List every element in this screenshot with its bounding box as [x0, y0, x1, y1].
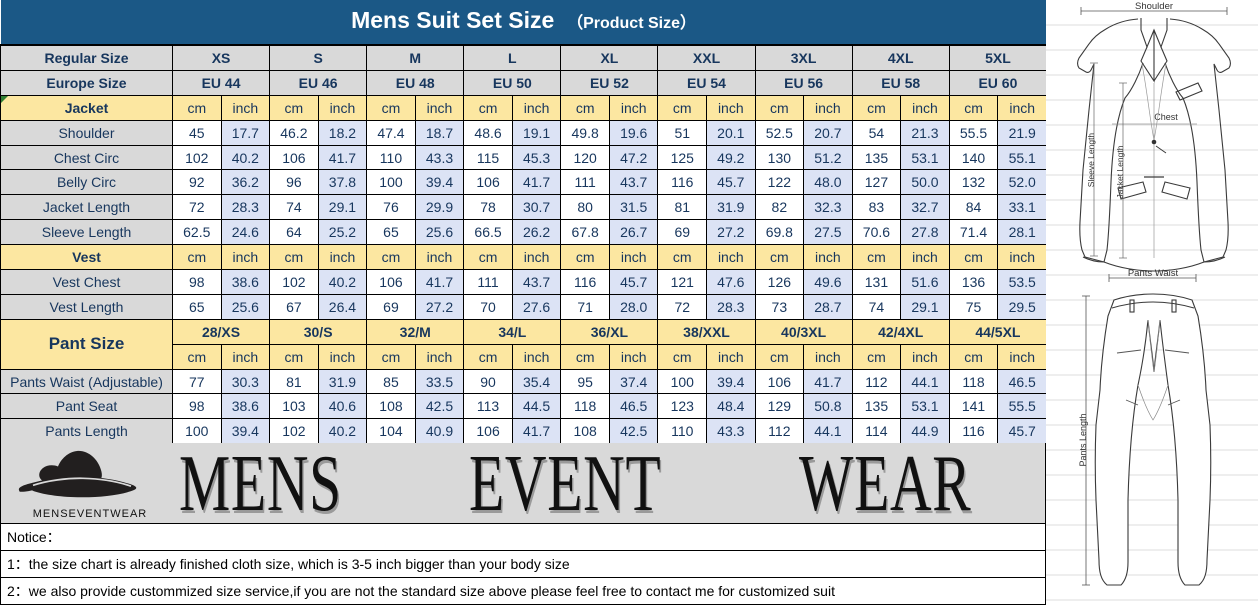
svg-text:Jacket Length: Jacket Length [1115, 145, 1125, 198]
svg-text:Sleeve Length: Sleeve Length [1086, 133, 1096, 188]
svg-text:Pants Length: Pants Length [1078, 413, 1088, 466]
svg-text:Pants Waist: Pants Waist [1128, 268, 1179, 279]
svg-text:Shoulder: Shoulder [1135, 1, 1173, 12]
